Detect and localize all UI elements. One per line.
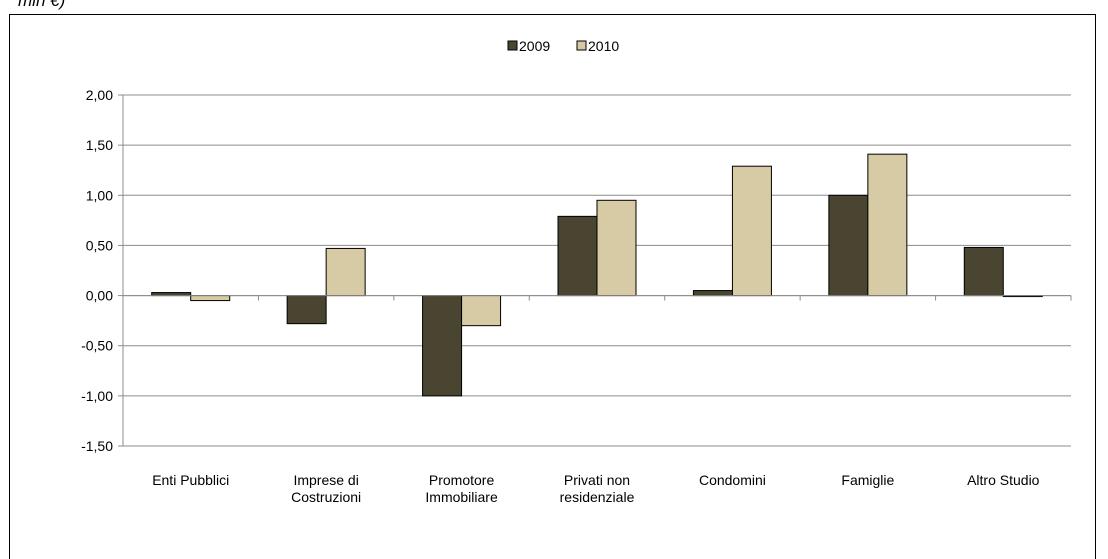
- bar-2009-3: [557, 215, 598, 297]
- bars: [151, 153, 1043, 397]
- legend-swatch-2009: [507, 40, 518, 51]
- y-tick-label: -0,50: [81, 338, 113, 354]
- y-tick-label: 1,00: [86, 187, 113, 203]
- category-label-line: Imprese di: [293, 472, 358, 488]
- bar-2010-5: [867, 153, 908, 297]
- y-tick-label: -1,00: [81, 388, 113, 404]
- bar-2010-2: [461, 295, 502, 327]
- category-label-line: residenziale: [560, 489, 635, 505]
- category-label: Privati non residenziale: [560, 472, 635, 505]
- category-labels: Enti Pubblici Imprese di Costruzioni Promot…: [152, 472, 1039, 505]
- bar-2010-3: [596, 199, 637, 297]
- category-label-line: Condomini: [699, 472, 766, 488]
- category-label-line: Famiglie: [841, 472, 894, 488]
- category-label: Imprese di Costruzioni: [291, 472, 361, 505]
- bar-2010-1: [325, 247, 366, 297]
- category-label-line: Altro Studio: [967, 472, 1040, 488]
- y-tick-labels: 2,00 1,50 1,00 0,50 0,00 -0,50 -1,00 -1,50: [81, 87, 113, 454]
- bar-2010-4: [731, 165, 772, 297]
- category-label: Famiglie: [841, 472, 894, 488]
- category-label-line: Immobiliare: [425, 489, 498, 505]
- y-tick-label: 0,50: [86, 237, 113, 253]
- bar-2009-2: [422, 295, 463, 397]
- bar-2009-1: [286, 295, 327, 325]
- y-tick-label: 0,00: [86, 288, 113, 304]
- legend-label-2009: 2009: [519, 38, 550, 54]
- category-label-line: Costruzioni: [291, 489, 361, 505]
- bar-2009-4: [692, 290, 733, 297]
- chart-frame: [9, 14, 1096, 559]
- category-label: Condomini: [699, 472, 766, 488]
- category-label-line: Privati non: [564, 472, 630, 488]
- legend: 2009 2010: [507, 38, 619, 54]
- category-label-line: Enti Pubblici: [152, 472, 229, 488]
- bar-2010-0: [190, 295, 231, 302]
- category-label: Promotore Immobiliare: [425, 472, 498, 505]
- category-label-line: Promotore: [429, 472, 495, 488]
- y-tick-label: 1,50: [86, 137, 113, 153]
- axes: [118, 94, 1072, 447]
- y-tick-label: 2,00: [86, 87, 113, 103]
- y-tick-label: -1,50: [81, 438, 113, 454]
- category-label: Enti Pubblici: [152, 472, 229, 488]
- bar-chart: 2,00 1,50 1,00 0,50 0,00 -0,50 -1,00 -1,50 Enti…: [81, 38, 1072, 505]
- chart-caption: mln €): [18, 0, 66, 10]
- bar-2009-6: [963, 246, 1004, 297]
- legend-label-2010: 2010: [588, 38, 619, 54]
- legend-swatch-2010: [576, 40, 587, 51]
- bar-2009-5: [828, 194, 869, 297]
- category-label: Altro Studio: [967, 472, 1040, 488]
